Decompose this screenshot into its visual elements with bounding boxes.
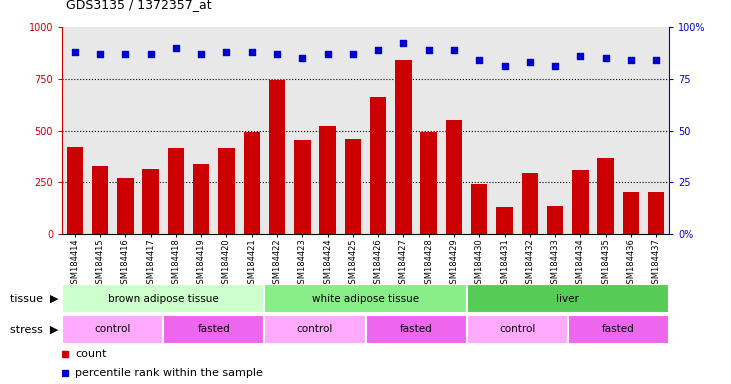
Bar <box>92 166 108 234</box>
Bar <box>344 139 361 234</box>
Text: control: control <box>94 324 131 334</box>
Bar <box>319 126 336 234</box>
Text: stress  ▶: stress ▶ <box>10 324 58 334</box>
Text: brown adipose tissue: brown adipose tissue <box>108 293 219 304</box>
Point <box>271 51 283 57</box>
Bar <box>243 132 260 234</box>
Bar <box>294 140 311 234</box>
Bar <box>193 164 209 234</box>
Text: fasted: fasted <box>400 324 433 334</box>
Bar <box>547 206 564 234</box>
Point <box>575 53 586 59</box>
Point <box>549 63 561 70</box>
Bar <box>269 80 285 234</box>
Point <box>145 51 156 57</box>
Bar <box>265 284 466 313</box>
Bar <box>466 315 568 344</box>
Bar <box>648 192 664 234</box>
Text: percentile rank within the sample: percentile rank within the sample <box>75 368 263 378</box>
Text: control: control <box>499 324 535 334</box>
Point <box>246 49 257 55</box>
Text: tissue  ▶: tissue ▶ <box>10 293 58 304</box>
Bar <box>117 178 134 234</box>
Point <box>372 46 384 53</box>
Bar <box>568 315 669 344</box>
Bar <box>219 148 235 234</box>
Text: count: count <box>75 349 107 359</box>
Bar <box>572 170 588 234</box>
Bar <box>62 315 163 344</box>
Bar <box>167 148 184 234</box>
Bar <box>395 60 412 234</box>
Point <box>322 51 333 57</box>
Point <box>448 46 460 53</box>
Point <box>398 40 409 46</box>
Bar <box>143 169 159 234</box>
Point <box>69 49 80 55</box>
Point <box>651 57 662 63</box>
Bar <box>163 315 265 344</box>
Bar <box>67 147 83 234</box>
Point <box>94 51 106 57</box>
Text: control: control <box>297 324 333 334</box>
Text: GDS3135 / 1372357_at: GDS3135 / 1372357_at <box>66 0 211 12</box>
Point <box>625 57 637 63</box>
Point <box>119 51 131 57</box>
Point <box>170 45 182 51</box>
Text: fasted: fasted <box>197 324 230 334</box>
Point <box>474 57 485 63</box>
Text: fasted: fasted <box>602 324 635 334</box>
Bar <box>446 120 462 234</box>
Bar <box>471 184 488 234</box>
Bar <box>623 192 639 234</box>
Bar <box>496 207 512 234</box>
Bar <box>366 315 466 344</box>
Point <box>423 46 434 53</box>
Point <box>499 63 510 70</box>
Text: white adipose tissue: white adipose tissue <box>312 293 419 304</box>
Bar <box>597 157 614 234</box>
Point <box>600 55 612 61</box>
Point <box>524 59 536 65</box>
Bar <box>370 98 387 234</box>
Point <box>297 55 308 61</box>
Bar <box>265 315 366 344</box>
Bar <box>522 173 538 234</box>
Bar <box>466 284 669 313</box>
Point <box>195 51 207 57</box>
Point <box>221 49 232 55</box>
Point <box>347 51 359 57</box>
Bar <box>62 284 265 313</box>
Bar <box>420 132 437 234</box>
Text: liver: liver <box>556 293 579 304</box>
